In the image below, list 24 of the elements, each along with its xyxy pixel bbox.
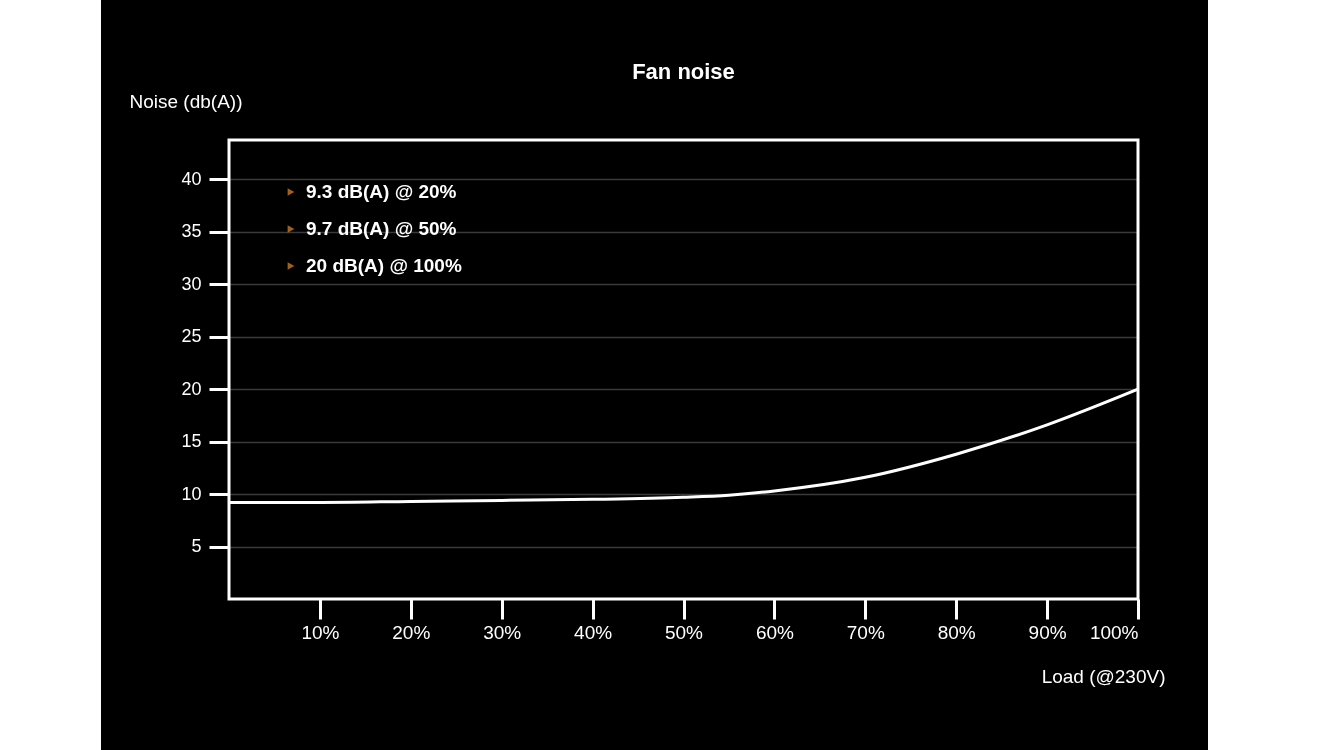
x-axis-title: Load (@230V): [1041, 665, 1166, 687]
x-tick-label: 50%: [664, 621, 704, 643]
x-tick-label: 40%: [574, 621, 613, 643]
y-tick-label: 10: [181, 483, 202, 504]
x-tick-label: 80%: [937, 621, 976, 643]
y-tick-label: 35: [181, 221, 202, 242]
annotation: 9.7 dB(A) @ 50%: [306, 218, 457, 239]
y-tick-label: 5: [191, 536, 202, 557]
x-tick-label: 20%: [392, 621, 431, 643]
x-tick-label: 70%: [846, 621, 885, 643]
x-tick-label: 10%: [301, 621, 340, 643]
y-tick-label: 15: [181, 431, 202, 452]
x-tick-label: 100%: [1089, 621, 1139, 643]
y-tick-label: 30: [181, 273, 202, 294]
y-tick-label: 40: [181, 168, 202, 189]
annotation: 20 dB(A) @ 100%: [306, 255, 462, 276]
annotation: 9.3 dB(A) @ 20%: [306, 181, 457, 202]
x-tick-label: 30%: [483, 621, 522, 643]
y-axis-title: Noise (db(A)): [129, 90, 243, 112]
x-tick-label: 60%: [755, 621, 795, 643]
x-tick-label: 90%: [1028, 621, 1067, 643]
chart-title: Fan noise: [632, 59, 735, 84]
y-tick-label: 25: [181, 326, 202, 347]
y-tick-label: 20: [181, 378, 202, 399]
